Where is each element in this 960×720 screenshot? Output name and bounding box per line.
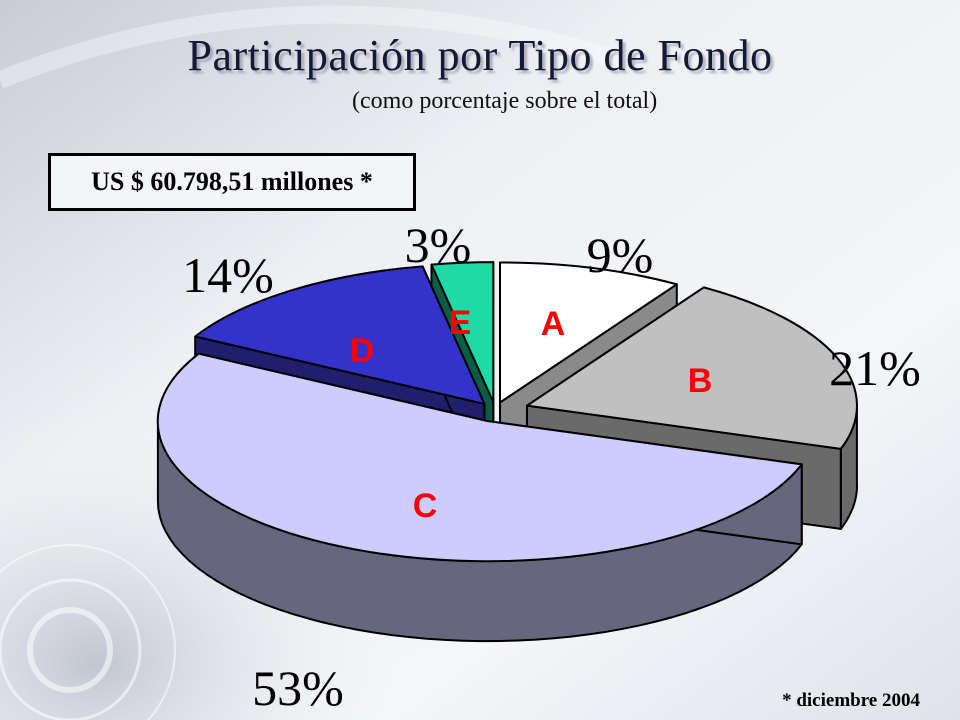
slice-value-c: 53% (252, 660, 344, 716)
slice-value-d: 14% (182, 247, 274, 303)
slice-value-b: 21% (829, 340, 921, 396)
slice-label-d: D (350, 332, 375, 370)
page-title: Participación por Tipo de Fondo (187, 31, 773, 80)
slice-value-e: 3% (405, 217, 472, 273)
footnote: * diciembre 2004 (782, 690, 920, 711)
slice-label-e: E (449, 304, 472, 342)
page-subtitle: (como porcentaje sobre el total) (352, 88, 658, 114)
slice-label-b: B (688, 362, 713, 400)
total-amount-label: US $ 60.798,51 millones * (91, 167, 373, 196)
slice-value-a: 9% (587, 227, 654, 283)
pie-slice-c (156, 352, 803, 643)
slice-label-a: A (541, 305, 566, 343)
total-amount-box: US $ 60.798,51 millones * (48, 153, 416, 211)
slice-label-c: C (413, 487, 438, 525)
